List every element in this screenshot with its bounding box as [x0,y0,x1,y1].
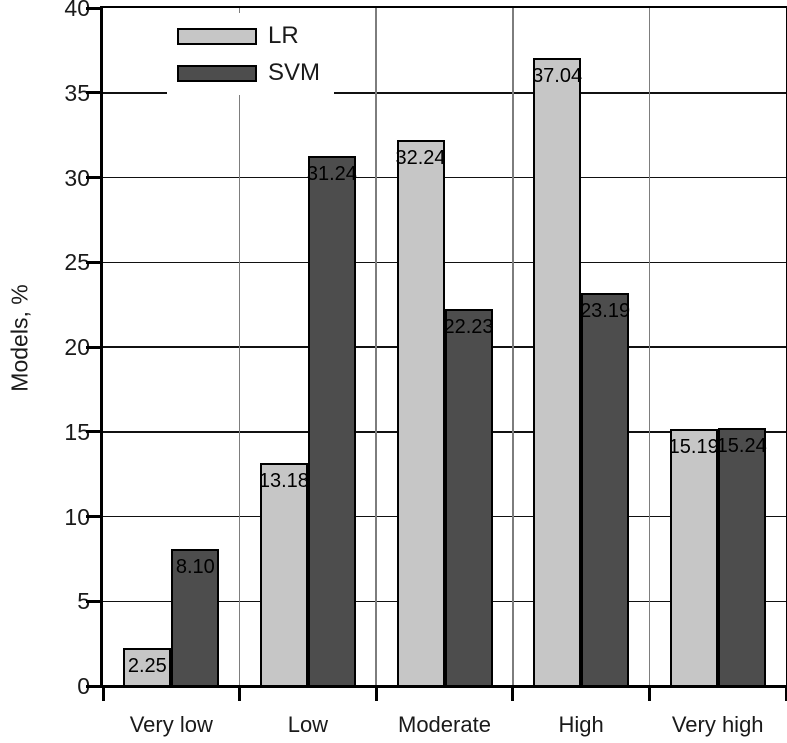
y-axis-tick [86,345,103,349]
bar-value-label: 23.19 [580,299,631,322]
y-axis-tick [86,6,103,10]
bar-svm-low [307,156,356,687]
bar-svm-high [581,292,630,687]
y-tick-label: 15 [64,418,90,445]
x-axis-tick [647,686,651,701]
gridline-horizontal [103,261,786,263]
gridline-vertical [238,8,241,686]
y-tick-label: 10 [64,503,90,530]
y-tick-label: 0 [77,673,90,699]
bar-value-label: 32.24 [395,146,446,169]
legend-item-lr: LR [177,24,320,48]
gridline-vertical [648,8,651,686]
x-axis-tick [238,686,242,701]
y-axis-tick [86,260,103,264]
y-tick-label: 40 [64,0,90,21]
bar-value-label: 22.23 [443,316,494,339]
x-axis-tick [101,686,105,701]
y-axis-tick [86,176,103,179]
y-axis-tick [86,684,103,688]
bar-value-label: 2.25 [127,654,167,677]
gridline-horizontal [103,92,786,94]
bar-value-label: 13.18 [258,469,309,492]
legend-label-lr: LR [268,22,299,49]
legend-item-svm: SVM [177,61,320,85]
x-axis-tick [784,686,787,701]
bar-value-label: 15.24 [716,434,767,457]
x-category-label-moderate: Moderate [398,712,491,737]
bar-svm-very-low [171,548,220,687]
bar-value-label: 37.04 [532,65,583,88]
x-axis-tick [511,686,515,701]
y-axis-tick [86,515,103,518]
x-category-label-high: High [558,712,604,737]
gridline-vertical [375,8,377,686]
gridline-vertical [512,8,514,686]
legend-swatch-lr [177,27,257,45]
y-tick-label: 30 [64,164,90,191]
bar-lr-low [259,462,308,687]
y-axis-tick [86,430,103,434]
x-category-label-low: Low [287,712,329,737]
legend: LR SVM [167,13,335,95]
bar-value-label: 15.19 [668,435,719,458]
bar-lr-high [533,58,582,687]
bar-value-label: 31.24 [306,163,357,186]
bar-lr-moderate [396,139,445,687]
legend-swatch-svm [177,64,257,82]
y-tick-label: 35 [64,79,90,106]
x-category-label-very-low: Very low [129,712,213,737]
bar-lr-very-high [669,428,718,687]
legend-label-svm: SVM [268,59,321,86]
y-axis-tick [86,599,103,603]
bar-svm-moderate [444,309,493,687]
x-axis-tick [374,686,378,701]
bar-value-label: 8.10 [175,555,215,578]
x-category-label-very-high: Very high [671,712,764,737]
gridline-horizontal [103,176,786,179]
y-axis-tick [86,91,103,95]
y-tick-label: 20 [64,334,90,360]
y-tick-label: 25 [64,249,90,276]
y-tick-label: 5 [77,588,90,615]
bar-svm-very-high [717,427,766,687]
